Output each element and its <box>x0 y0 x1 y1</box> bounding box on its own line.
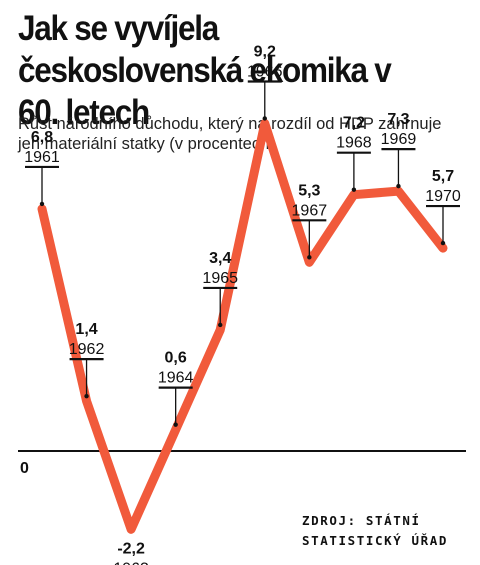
point-dot-1965 <box>218 322 223 328</box>
series-line <box>37 119 448 534</box>
chart-subtitle: Růst národního důchodu, který na rozdíl … <box>18 115 442 153</box>
source-line-2: STATISTICKÝ ÚŘAD <box>302 533 449 548</box>
data-label-1967: 5,3 <box>298 182 320 199</box>
point-dot-1969 <box>396 183 401 189</box>
data-label-1965: 3,4 <box>209 250 231 267</box>
point-dot-1962 <box>84 393 89 399</box>
year-label-1967: 1967 <box>292 202 328 219</box>
year-label-1968: 1968 <box>336 135 372 152</box>
chart-title: Jak se vyvíjela československá ekomika v… <box>18 9 392 132</box>
data-label-1969: 7,3 <box>387 111 409 128</box>
year-label-1970: 1970 <box>425 188 461 205</box>
data-label-1963: -2,2 <box>117 540 145 557</box>
point-dot-1961 <box>39 201 45 207</box>
data-marks: 1961 6,8 1962 1,4 -2,2 1963 1964 0,6 1965 3,4 1966… <box>24 43 461 565</box>
source-note: ZDROJ: STÁTNÍ STATISTICKÝ ÚŘAD <box>302 511 448 551</box>
data-label-1964: 0,6 <box>165 350 187 367</box>
data-label-1968: 7,2 <box>343 115 365 132</box>
year-label-1964: 1964 <box>158 370 194 387</box>
data-label-1961: 6,8 <box>31 129 53 146</box>
point-dot-1968 <box>351 187 357 192</box>
year-label-1969: 1969 <box>381 131 417 148</box>
point-dot-1964 <box>173 422 178 427</box>
data-label-1962: 1,4 <box>75 321 97 338</box>
year-label-1966: 1966 <box>247 63 283 80</box>
data-label-1970: 5,7 <box>432 168 454 185</box>
year-label-1962: 1962 <box>69 341 105 358</box>
source-line-1: ZDROJ: STÁTNÍ <box>302 513 421 528</box>
point-dot-1966 <box>262 116 267 121</box>
year-label-1963: 1963 <box>113 560 149 565</box>
data-label-1966: 9,2 <box>254 43 276 60</box>
year-label-1961: 1961 <box>24 149 60 166</box>
year-label-1965: 1965 <box>202 270 238 287</box>
zero-baseline-label: 0 <box>20 460 29 477</box>
point-dot-1970 <box>440 240 446 246</box>
point-dot-1967 <box>307 255 312 260</box>
